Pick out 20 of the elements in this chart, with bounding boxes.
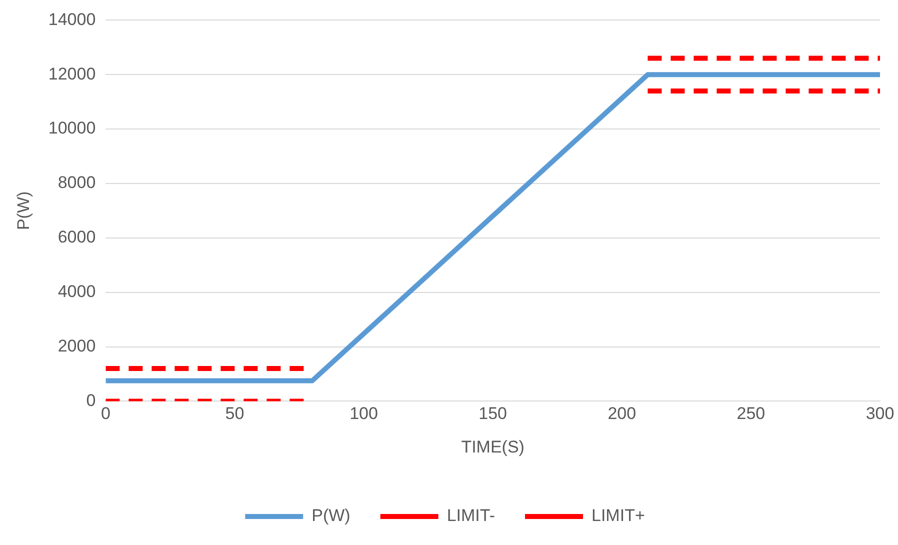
y-tick-label: 10000 bbox=[48, 118, 96, 138]
x-tick-label: 0 bbox=[100, 404, 110, 424]
legend-label: LIMIT+ bbox=[592, 506, 645, 526]
y-tick-label: 2000 bbox=[58, 336, 96, 356]
x-tick-label: 50 bbox=[225, 404, 244, 424]
x-tick-label: 200 bbox=[608, 404, 636, 424]
legend-label: P(W) bbox=[312, 506, 350, 526]
y-tick-label: 6000 bbox=[58, 228, 96, 247]
x-axis-title: TIME(S) bbox=[461, 437, 524, 456]
y-tick-label: 0 bbox=[86, 390, 96, 410]
y-tick-label: 12000 bbox=[48, 64, 96, 84]
y-tick-label: 4000 bbox=[58, 282, 96, 302]
x-tick-label: 100 bbox=[350, 404, 378, 424]
y-tick-label: 14000 bbox=[48, 10, 96, 29]
y-tick-label: 8000 bbox=[58, 173, 96, 192]
y-axis-title: P(W) bbox=[14, 191, 33, 230]
x-tick-label: 250 bbox=[736, 404, 766, 424]
x-tick-label: 150 bbox=[478, 404, 508, 424]
x-tick-label: 300 bbox=[866, 404, 894, 424]
legend-label: LIMIT- bbox=[446, 506, 496, 526]
